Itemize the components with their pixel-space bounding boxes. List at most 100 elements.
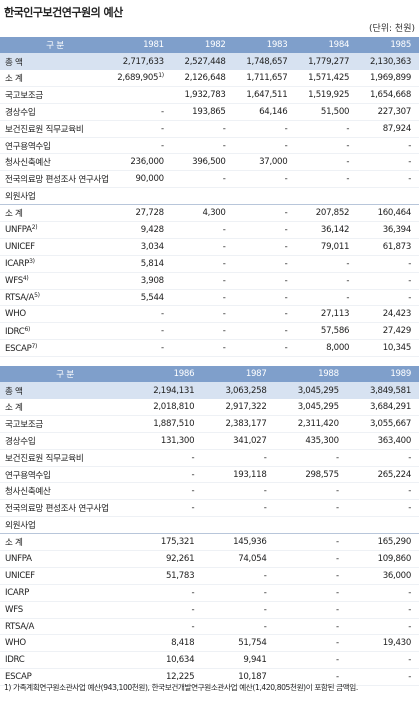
cell: 3,684,291	[346, 399, 419, 416]
row-label: 국고보조금	[0, 415, 130, 433]
cell: 1,748,657	[233, 53, 296, 70]
text: WFS	[5, 276, 23, 287]
cell: -	[295, 153, 358, 172]
cell: 3,045,295	[274, 382, 347, 399]
header-cell: 1986	[130, 366, 203, 382]
cell: 2,311,420	[274, 415, 347, 433]
header-cell: 1987	[202, 366, 275, 382]
cell: -	[202, 601, 275, 619]
cell: -	[295, 120, 358, 138]
cell: -	[130, 618, 203, 636]
cell: 36,394	[357, 221, 419, 239]
cell: -	[346, 651, 419, 670]
cell: 51,754	[202, 634, 275, 653]
footnote-mark: 4)	[22, 275, 29, 283]
row: ESCAP 12,225 10,187- -	[0, 668, 419, 687]
header-cell: 1981	[110, 37, 172, 53]
cell: -	[130, 466, 203, 484]
cell: 27,113	[295, 305, 358, 324]
section-row: 외원사업	[0, 516, 419, 534]
cell: -	[202, 482, 275, 501]
text: ICARP	[5, 259, 30, 270]
cell: 1,519,925	[295, 86, 358, 104]
cell: -	[346, 618, 419, 636]
cell: 1,571,425	[295, 70, 358, 87]
cell: -	[233, 137, 296, 155]
cell: 4,300	[171, 204, 234, 223]
cell: 3,034	[110, 238, 172, 256]
cell: 2,126,648	[171, 70, 234, 87]
cell: -	[171, 170, 234, 189]
cell: -	[171, 120, 234, 138]
cell: 24,423	[357, 305, 419, 324]
cell: 207,852	[295, 204, 358, 223]
row-label: 청사신축예산	[0, 482, 130, 501]
cell: -	[233, 255, 296, 273]
cell: 9,941	[202, 651, 275, 670]
header-cell: 1989	[346, 366, 419, 382]
cell: 8,418	[130, 634, 203, 653]
cell: -	[171, 339, 234, 358]
section-title: 외원사업	[0, 516, 419, 534]
row: 총 액 2,194,131 3,063,258 3,045,295 3,849,581	[0, 382, 419, 399]
cell: -	[171, 322, 234, 341]
cell: 160,464	[357, 204, 419, 223]
row-label: 소 계	[0, 399, 130, 416]
text: RTSA/A	[5, 293, 35, 304]
cell: -	[357, 255, 419, 273]
row: ICARP - - - -	[0, 584, 419, 602]
row: UNFPA 92,261 74,054-109,860	[0, 550, 419, 568]
cell: -	[110, 322, 172, 341]
cell: -	[130, 449, 203, 467]
cell: -	[357, 272, 419, 290]
row: 전국의료망 편성조사 연구사업 - - - -	[0, 499, 419, 518]
cell: -	[295, 137, 358, 155]
header-cell: 구 분	[0, 366, 130, 382]
cell: -	[171, 289, 234, 307]
cell: -	[202, 499, 275, 518]
row: 보건진료원 직무교육비 - - - -	[0, 449, 419, 467]
cell: 396,500	[171, 153, 234, 172]
cell: 165,290	[346, 533, 419, 552]
row: 연구용역수입 -193,118 298,575 265,224	[0, 466, 419, 484]
cell: 2,194,131	[130, 382, 203, 399]
cell: 74,054	[202, 550, 275, 568]
row-label: UNICEF	[0, 238, 110, 256]
cell: 298,575	[274, 466, 347, 484]
cell: -	[346, 584, 419, 602]
row-label: UNFPA2)	[0, 221, 110, 239]
row: WHO 8,418 51,754-19,430	[0, 634, 419, 653]
footnote-mark: 5)	[34, 292, 40, 300]
row: 청사신축예산 - - - -	[0, 482, 419, 501]
cell: 2,689,9051)	[110, 70, 172, 87]
row: 소 계 27,728 4,300-207,852 160,464	[0, 204, 419, 223]
row-label: UNICEF	[0, 567, 130, 585]
cell: -	[110, 339, 172, 358]
cell: 145,936	[202, 533, 275, 552]
cell	[110, 86, 172, 104]
row: UNICEF 51,783- -36,000	[0, 567, 419, 585]
row: UNFPA2) 9,428- -36,142 36,394	[0, 221, 419, 239]
cell: 5,544	[110, 289, 172, 307]
row-label: RTSA/A	[0, 618, 130, 636]
cell: 236,000	[110, 153, 172, 172]
cell: 3,055,667	[346, 415, 419, 433]
cell: -	[171, 221, 234, 239]
cell: 2,018,810	[130, 399, 203, 416]
cell: -	[171, 238, 234, 256]
cell: 36,142	[295, 221, 358, 239]
header-cell: 1982	[171, 37, 234, 53]
cell: -	[233, 289, 296, 307]
row-label: 소 계	[0, 70, 110, 87]
cell: -	[346, 668, 419, 687]
cell: -	[295, 272, 358, 290]
cell: -	[171, 272, 234, 290]
cell: -	[274, 584, 347, 602]
row: 청사신축예산 236,000 396,500 37,000- -	[0, 153, 419, 172]
cell: 92,261	[130, 550, 203, 568]
row: 소 계 175,321 145,936-165,290	[0, 533, 419, 552]
cell: -	[274, 449, 347, 467]
cell: -	[110, 103, 172, 121]
cell: -	[274, 482, 347, 501]
